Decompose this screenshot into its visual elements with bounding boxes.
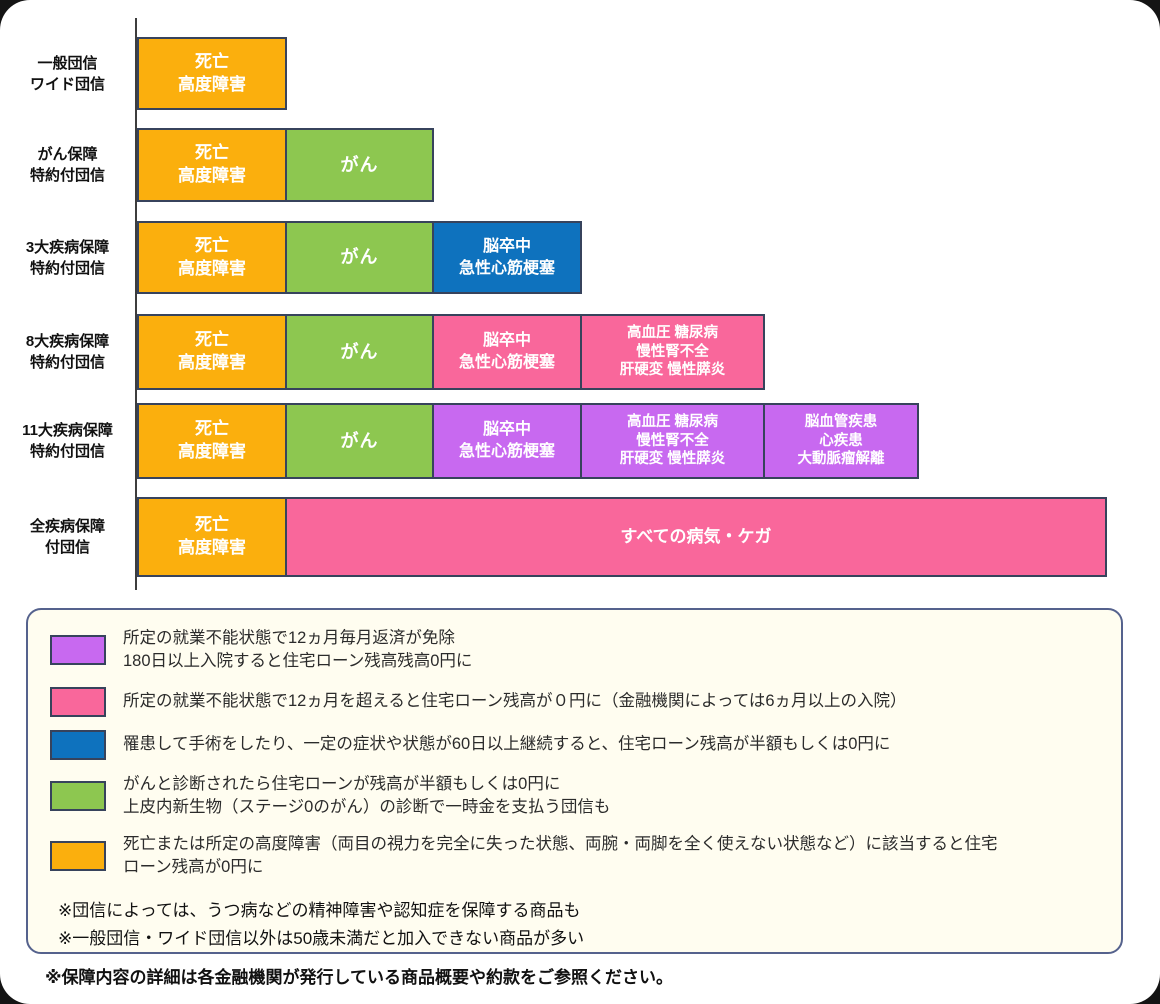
legend-item-yellow: 死亡または所定の高度障害（両目の視力を完全に失った状態、両腕・両脚を全く使えない…	[38, 833, 1105, 880]
row-label: 一般団信 ワイド団信	[29, 54, 105, 93]
coverage-segment: 死亡 高度障害	[137, 314, 287, 390]
chart-axis-line	[135, 18, 137, 590]
coverage-segment: 高血圧 糖尿病 慢性腎不全 肝硬変 慢性膵炎	[580, 403, 765, 479]
legend-item-text: 所定の就業不能状態で12ヵ月毎月返済が免除 180日以上入院すると住宅ローン残高…	[123, 629, 473, 671]
row-label: 11大疾病保障 特約付団信	[22, 422, 113, 460]
chart-row-11-diseases: 11大疾病保障 特約付団信 死亡 高度障害 がん 脳卒中 急性心筋梗塞 高血圧 …	[0, 403, 1160, 479]
legend-item-text: 罹患して手術をしたり、一定の症状や状態が60日以上継続すると、住宅ローン残高が半…	[123, 735, 891, 754]
row-bars: 死亡 高度障害 すべての病気・ケガ	[137, 497, 1107, 577]
coverage-segment: 脳卒中 急性心筋梗塞	[432, 221, 582, 294]
coverage-segment: がん	[285, 221, 434, 294]
legend-item-green: がんと診断されたら住宅ローンが残高が半額もしくは0円に 上皮内新生物（ステージ0…	[38, 773, 1105, 820]
coverage-segment: 死亡 高度障害	[137, 403, 287, 479]
green-swatch	[50, 781, 106, 812]
coverage-segment: 死亡 高度障害	[137, 128, 287, 202]
row-bars: 死亡 高度障害 がん 脳卒中 急性心筋梗塞 高血圧 糖尿病 慢性腎不全 肝硬変 …	[137, 314, 765, 390]
chart-row-general: 一般団信 ワイド団信 死亡 高度障害	[0, 37, 1160, 110]
chart-row-all-diseases: 全疾病保障 付団信 死亡 高度障害 すべての病気・ケガ	[0, 497, 1160, 577]
legend-item-pink: 所定の就業不能状態で12ヵ月を超えると住宅ローン残高が０円に（金融機関によっては…	[38, 686, 1105, 717]
coverage-segment: がん	[285, 128, 434, 202]
coverage-segment: 死亡 高度障害	[137, 497, 287, 577]
pink-swatch	[50, 686, 106, 717]
row-label: 3大疾病保障 特約付団信	[25, 238, 110, 277]
coverage-segment: がん	[285, 403, 434, 479]
row-label: がん保障 特約付団信	[29, 146, 105, 184]
legend-item-text: 所定の就業不能状態で12ヵ月を超えると住宅ローン残高が０円に（金融機関によっては…	[123, 692, 907, 711]
row-bars: 死亡 高度障害 がん 脳卒中 急性心筋梗塞	[137, 221, 582, 294]
coverage-segment: 死亡 高度障害	[137, 37, 287, 110]
coverage-segment: 脳卒中 急性心筋梗塞	[432, 314, 582, 390]
blue-swatch	[50, 729, 106, 760]
legend-item-text: がんと診断されたら住宅ローンが残高が半額もしくは0円に 上皮内新生物（ステージ0…	[123, 774, 611, 817]
legend-box: 所定の就業不能状態で12ヵ月毎月返済が免除 180日以上入院すると住宅ローン残高…	[26, 608, 1123, 954]
legend-notes: ※団信によっては、うつ病などの精神障害や認知症を保障する商品も ※一般団信・ワイ…	[58, 900, 585, 948]
coverage-segment: すべての病気・ケガ	[285, 497, 1107, 577]
coverage-segment: 死亡 高度障害	[137, 221, 287, 294]
coverage-segment: がん	[285, 314, 434, 390]
chart-row-3-diseases: 3大疾病保障 特約付団信 死亡 高度障害 がん 脳卒中 急性心筋梗塞	[0, 221, 1160, 294]
legend-item-purple: 所定の就業不能状態で12ヵ月毎月返済が免除 180日以上入院すると住宅ローン残高…	[38, 627, 1105, 674]
legend-item-text: 死亡または所定の高度障害（両目の視力を完全に失った状態、両腕・両脚を全く使えない…	[123, 834, 998, 877]
row-bars: 死亡 高度障害 がん 脳卒中 急性心筋梗塞 高血圧 糖尿病 慢性腎不全 肝硬変 …	[137, 403, 919, 479]
yellow-swatch	[50, 841, 106, 872]
footer-note: ※保障内容の詳細は各金融機関が発行している商品概要や約款をご参照ください。	[45, 968, 674, 987]
coverage-segment: 脳血管疾患 心疾患 大動脈瘤解離	[763, 403, 919, 479]
chart-row-cancer: がん保障 特約付団信 死亡 高度障害 がん	[0, 128, 1160, 202]
legend-item-blue: 罹患して手術をしたり、一定の症状や状態が60日以上継続すると、住宅ローン残高が半…	[38, 729, 1105, 760]
chart-rows: 一般団信 ワイド団信 死亡 高度障害 がん保障 特約付団信 死亡 高度障害 がん…	[0, 37, 1160, 577]
coverage-segment: 脳卒中 急性心筋梗塞	[432, 403, 582, 479]
chart-row-8-diseases: 8大疾病保障 特約付団信 死亡 高度障害 がん 脳卒中 急性心筋梗塞 高血圧 糖…	[0, 314, 1160, 390]
row-label: 8大疾病保障 特約付団信	[25, 333, 110, 371]
row-label: 全疾病保障 付団信	[29, 518, 105, 556]
coverage-segment: 高血圧 糖尿病 慢性腎不全 肝硬変 慢性膵炎	[580, 314, 765, 390]
row-bars: 死亡 高度障害	[137, 37, 287, 110]
coverage-chart: 一般団信 ワイド団信 死亡 高度障害 がん保障 特約付団信 死亡 高度障害 がん…	[0, 18, 1160, 590]
purple-swatch	[50, 635, 106, 666]
row-bars: 死亡 高度障害 がん	[137, 128, 434, 202]
